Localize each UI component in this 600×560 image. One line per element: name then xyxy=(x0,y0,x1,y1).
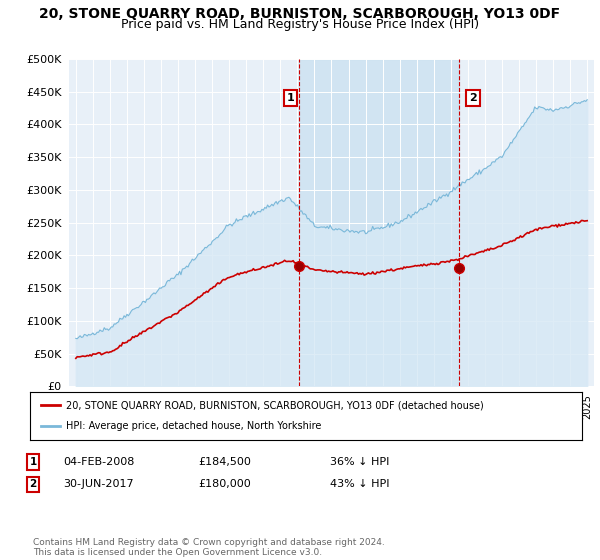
Text: 04-FEB-2008: 04-FEB-2008 xyxy=(63,457,134,467)
Text: £184,500: £184,500 xyxy=(198,457,251,467)
Text: 20, STONE QUARRY ROAD, BURNISTON, SCARBOROUGH, YO13 0DF (detached house): 20, STONE QUARRY ROAD, BURNISTON, SCARBO… xyxy=(66,400,484,410)
Text: £180,000: £180,000 xyxy=(198,479,251,489)
Text: 1: 1 xyxy=(287,93,295,103)
Text: 43% ↓ HPI: 43% ↓ HPI xyxy=(330,479,389,489)
Text: 30-JUN-2017: 30-JUN-2017 xyxy=(63,479,134,489)
Text: 2: 2 xyxy=(469,93,477,103)
Text: 20, STONE QUARRY ROAD, BURNISTON, SCARBOROUGH, YO13 0DF: 20, STONE QUARRY ROAD, BURNISTON, SCARBO… xyxy=(40,7,560,21)
Text: Contains HM Land Registry data © Crown copyright and database right 2024.
This d: Contains HM Land Registry data © Crown c… xyxy=(33,538,385,557)
Text: 2: 2 xyxy=(29,479,37,489)
Text: Price paid vs. HM Land Registry's House Price Index (HPI): Price paid vs. HM Land Registry's House … xyxy=(121,18,479,31)
Text: 36% ↓ HPI: 36% ↓ HPI xyxy=(330,457,389,467)
Text: HPI: Average price, detached house, North Yorkshire: HPI: Average price, detached house, Nort… xyxy=(66,421,321,431)
Text: 1: 1 xyxy=(29,457,37,467)
Bar xyxy=(299,59,460,386)
